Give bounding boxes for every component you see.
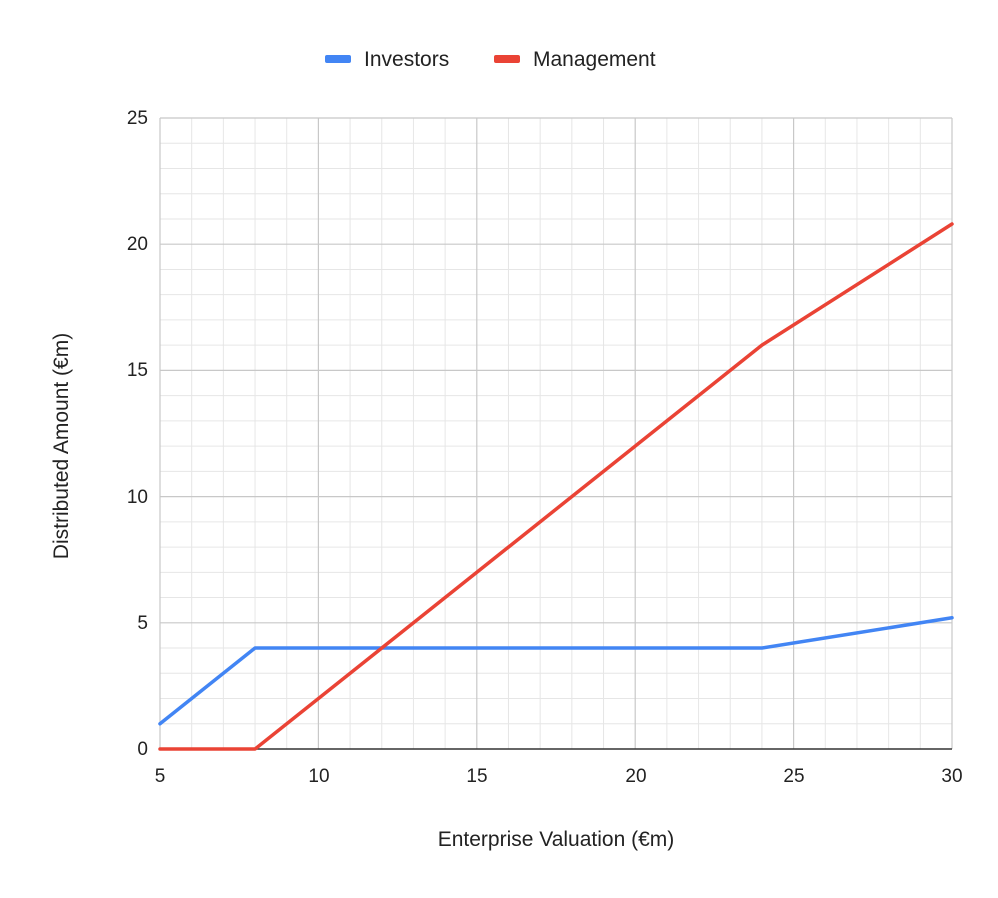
legend: Investors Management [325, 48, 656, 71]
y-tick-label: 0 [137, 739, 148, 760]
legend-swatch-management [494, 55, 520, 63]
y-axis-ticks: 0 5 10 15 20 25 [127, 108, 148, 760]
y-tick-label: 10 [127, 487, 148, 508]
x-tick-label: 30 [941, 766, 962, 787]
y-axis-title: Distributed Amount (€m) [50, 333, 73, 559]
y-tick-label: 5 [137, 613, 148, 634]
x-axis-title: Enterprise Valuation (€m) [438, 828, 675, 851]
y-tick-label: 25 [127, 108, 148, 129]
x-axis-ticks: 5 10 15 20 25 30 [155, 766, 963, 787]
x-tick-label: 5 [155, 766, 166, 787]
legend-label-management: Management [533, 48, 656, 71]
legend-swatch-investors [325, 55, 351, 63]
major-gridlines [159, 117, 953, 750]
series-lines [158, 222, 954, 751]
x-tick-label: 15 [466, 766, 487, 787]
minor-gridlines [160, 118, 952, 749]
x-tick-label: 10 [308, 766, 329, 787]
y-tick-label: 15 [127, 360, 148, 381]
legend-label-investors: Investors [364, 48, 449, 71]
y-tick-label: 20 [127, 234, 148, 255]
x-tick-label: 25 [783, 766, 804, 787]
x-tick-label: 20 [625, 766, 646, 787]
series-line-investors [158, 616, 954, 726]
series-line-management [158, 222, 954, 751]
